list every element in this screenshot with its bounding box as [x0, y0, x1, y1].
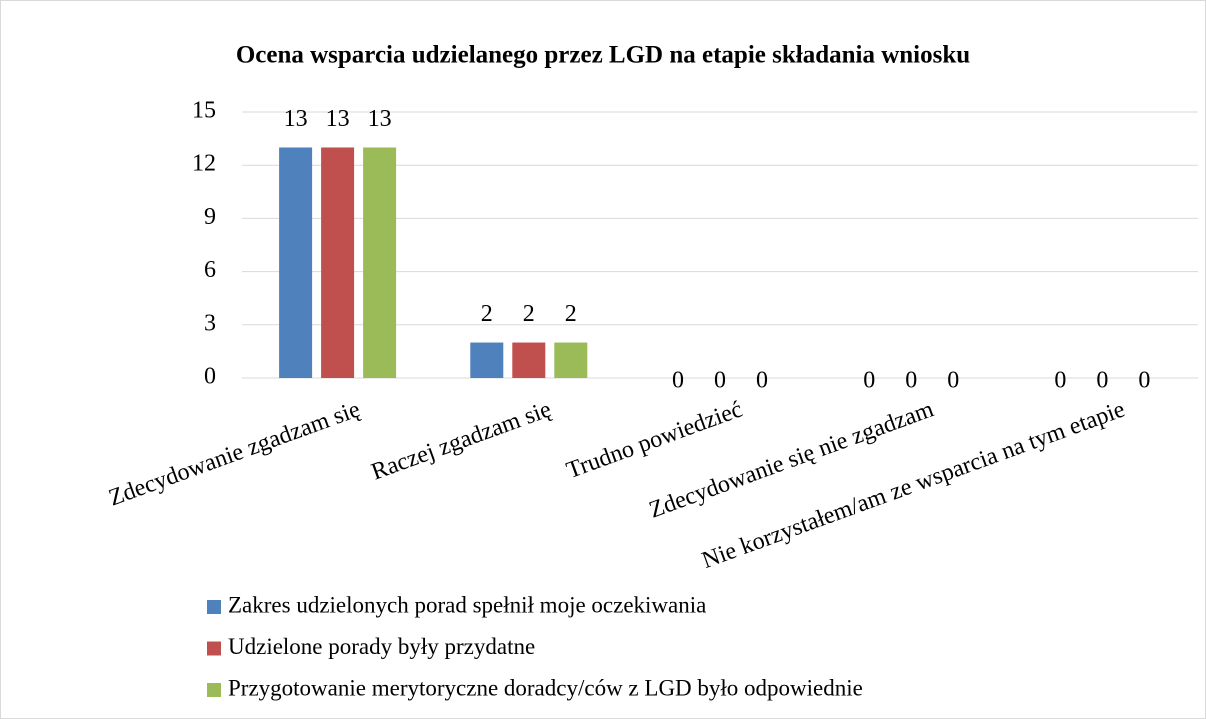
legend-label: Udzielone porady były przydatne	[228, 634, 535, 659]
bar	[321, 147, 355, 378]
legend-swatch	[207, 683, 221, 697]
data-label: 13	[326, 106, 350, 132]
legend-swatch	[207, 600, 221, 614]
data-label: 0	[714, 368, 726, 394]
y-tick-label: 15	[192, 98, 216, 124]
legend-swatch	[207, 641, 221, 656]
data-label: 0	[863, 368, 875, 394]
data-label: 2	[481, 301, 493, 327]
data-label: 0	[1096, 368, 1108, 394]
bar	[363, 147, 397, 378]
bar	[470, 342, 504, 378]
data-label: 0	[1054, 368, 1066, 394]
data-label: 2	[565, 301, 577, 327]
bar	[554, 342, 588, 378]
data-label: 13	[284, 106, 308, 132]
data-label: 2	[523, 301, 535, 327]
y-tick-label: 12	[192, 151, 216, 177]
data-label: 0	[756, 368, 768, 394]
data-label: 0	[672, 368, 684, 394]
data-label: 0	[1138, 368, 1150, 394]
data-label: 0	[905, 368, 917, 394]
y-tick-label: 6	[204, 257, 216, 283]
bar	[279, 147, 313, 378]
legend-label: Przygotowanie merytoryczne doradcy/ców z…	[228, 675, 863, 700]
y-tick-label: 9	[204, 204, 216, 230]
data-label: 0	[947, 368, 959, 394]
chart-title: Ocena wsparcia udzielanego przez LGD na …	[236, 42, 970, 69]
legend-label: Zakres udzielonych porad spełnił moje oc…	[228, 592, 706, 617]
y-tick-label: 3	[204, 310, 216, 336]
bar	[512, 342, 546, 378]
y-tick-label: 0	[204, 364, 216, 390]
data-label: 13	[368, 106, 392, 132]
